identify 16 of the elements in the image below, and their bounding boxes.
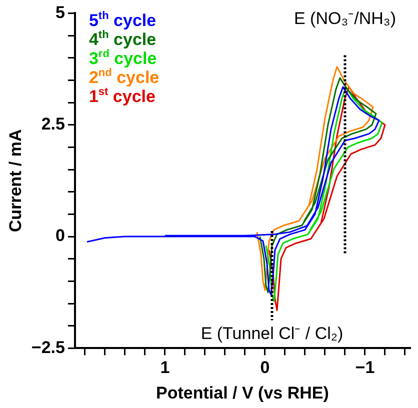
y-tick-label: 0 [55, 226, 65, 246]
y-axis-title: Current / mA [6, 129, 25, 232]
x-axis-title: Potential / V (vs RHE) [156, 383, 329, 402]
x-tick-label: 1 [160, 358, 170, 378]
ref-line-label: E (Tunnel Cl⁻ / Cl₂) [200, 324, 344, 343]
y-tick-label: −2.5 [31, 338, 65, 357]
text: 1$^{st}$ cycle [88, 86, 156, 106]
y-tick-label: 2.5 [41, 114, 65, 134]
x-tick-label: −1 [355, 358, 375, 378]
text: 3$^{rd}$ cycle [88, 48, 158, 68]
text: 2$^{nd}$ cycle [88, 67, 160, 88]
ref-line-label: E (NO₃⁻/NH₃) [294, 8, 396, 28]
y-tick-label: 5 [55, 2, 65, 22]
text: 4$^{th}$ cycle [88, 29, 158, 50]
text: 5$^{th}$ cycle [88, 10, 158, 30]
x-tick-label: 0 [260, 358, 270, 378]
